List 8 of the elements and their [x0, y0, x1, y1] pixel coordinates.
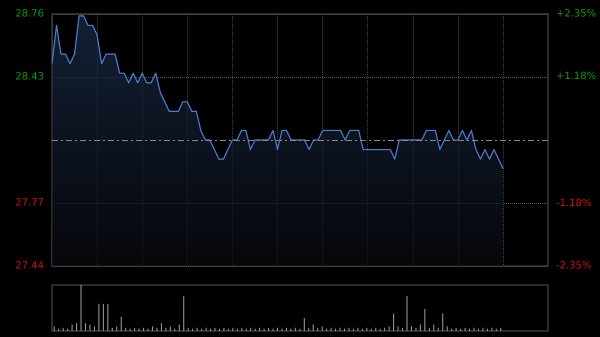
y-tick-label: 27.77 — [15, 198, 44, 208]
y2-tick-label: +2.35% — [556, 8, 596, 20]
y-tick-label: 28.76 — [15, 8, 44, 20]
y2-tick-label: +1.18% — [556, 71, 596, 82]
y2-tick-label: -1.18% — [556, 198, 592, 209]
y2-tick-label: -2.35% — [556, 260, 592, 272]
y-tick-label: 28.43 — [15, 72, 44, 82]
y-tick-label: 27.44 — [15, 260, 44, 272]
